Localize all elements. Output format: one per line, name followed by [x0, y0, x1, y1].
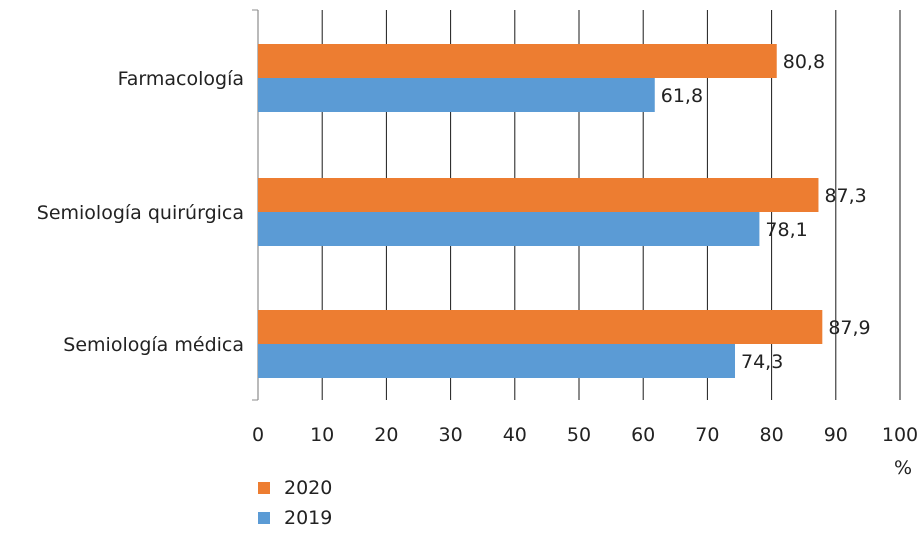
x-tick-label: 50 [567, 424, 591, 446]
category-label: Semiología médica [63, 334, 244, 356]
x-tick-label: 100 [882, 424, 918, 446]
x-tick-label: 70 [695, 424, 719, 446]
data-label: 87,9 [828, 317, 870, 339]
legend: 2020 2019 [258, 477, 332, 529]
bar-2019 [258, 78, 655, 112]
category-label: Semiología quirúrgica [37, 202, 244, 224]
bar-2019 [258, 212, 760, 246]
x-tick-label: 80 [760, 424, 784, 446]
data-label: 87,3 [824, 185, 866, 207]
data-label: 61,8 [661, 85, 703, 107]
legend-label: 2019 [284, 507, 332, 529]
bar-2020 [258, 178, 819, 212]
data-labels: 80,8 61,8 87,3 78,1 87,9 74,3 [661, 51, 871, 373]
x-tick-label: 90 [824, 424, 848, 446]
bar-2020 [258, 310, 823, 344]
x-tick-label: 10 [310, 424, 334, 446]
x-tick-label: 20 [374, 424, 398, 446]
legend-swatch-2019 [258, 512, 270, 524]
data-label: 74,3 [741, 351, 783, 373]
x-tick-label: 60 [631, 424, 655, 446]
bars [258, 44, 823, 378]
bar-2019 [258, 344, 736, 378]
category-label: Farmacología [118, 68, 244, 90]
x-tick-label: 40 [503, 424, 527, 446]
x-tick-label: 0 [252, 424, 264, 446]
x-tick-label: 30 [439, 424, 463, 446]
data-label: 78,1 [765, 219, 807, 241]
legend-swatch-2020 [258, 482, 270, 494]
x-axis-unit-label: % [894, 457, 912, 479]
x-axis-tick-labels: 0 10 20 30 40 50 60 70 80 90 100 [252, 424, 918, 446]
bar-2020 [258, 44, 777, 78]
legend-label: 2020 [284, 477, 332, 499]
category-labels: Farmacología Semiología quirúrgica Semiolo… [37, 68, 244, 356]
data-label: 80,8 [783, 51, 825, 73]
